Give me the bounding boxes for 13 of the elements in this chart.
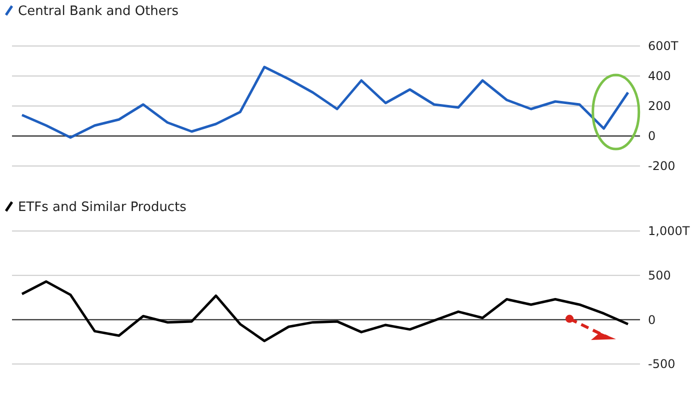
legend-label: Central Bank and Others	[18, 4, 179, 19]
y-tick-label: 200	[648, 99, 671, 114]
y-tick-label: 500	[648, 268, 671, 283]
y-tick-label: 600T	[648, 39, 679, 54]
y-tick-label: 0	[648, 312, 656, 327]
y-tick-label: -500	[648, 357, 676, 372]
y-tick-label: -200	[648, 159, 676, 174]
legend-label: ETFs and Similar Products	[18, 200, 187, 215]
y-tick-label: 1,000T	[648, 224, 690, 238]
y-tick-label: 400	[648, 69, 671, 84]
line-series	[20, 66, 630, 139]
line-series	[20, 280, 630, 342]
y-tick-label: 0	[648, 129, 656, 144]
